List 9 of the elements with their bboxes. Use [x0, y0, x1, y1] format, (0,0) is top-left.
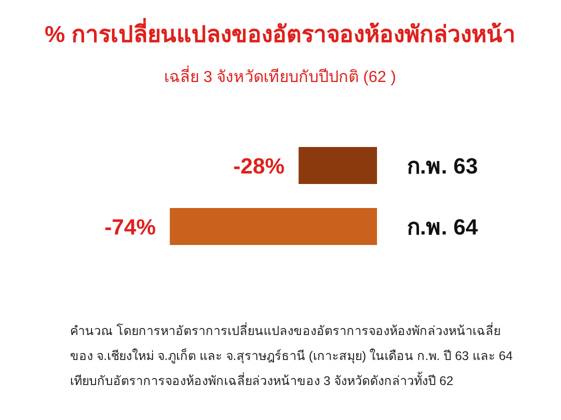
chart-subtitle: เฉลี่ย 3 จังหวัดเทียบกับปีปกติ (62 ): [164, 65, 396, 86]
text: ของ จ.เชียงใหม่ จ.ภูเก็ต และ จ.สุราษฎร์ธานี (เกาะสมุย) ในเดือน ก.พ. ปี 63 และ 64: [70, 348, 513, 364]
text: คำนวณ โดยการหาอัตราการเปลี่ยนแปลงของอัตราการจองห้องพักล่วงหน้าเฉลี่ย: [70, 322, 500, 338]
data-label: -74%: [104, 214, 156, 240]
chart-title: % การเปลี่ยนแปลงของอัตราจองห้องพักล่วงหน้า: [44, 17, 516, 47]
data-label: -28%: [233, 154, 285, 178]
y-tick-label: ก.พ. 64: [407, 214, 479, 240]
text: เทียบกับอัตราการจองห้องพักเฉลี่ยล่วงหน้าของ 3 จังหวัดดังกล่าวทั้งปี 62: [70, 371, 454, 388]
y-tick-label: ก.พ. 63: [407, 154, 478, 178]
